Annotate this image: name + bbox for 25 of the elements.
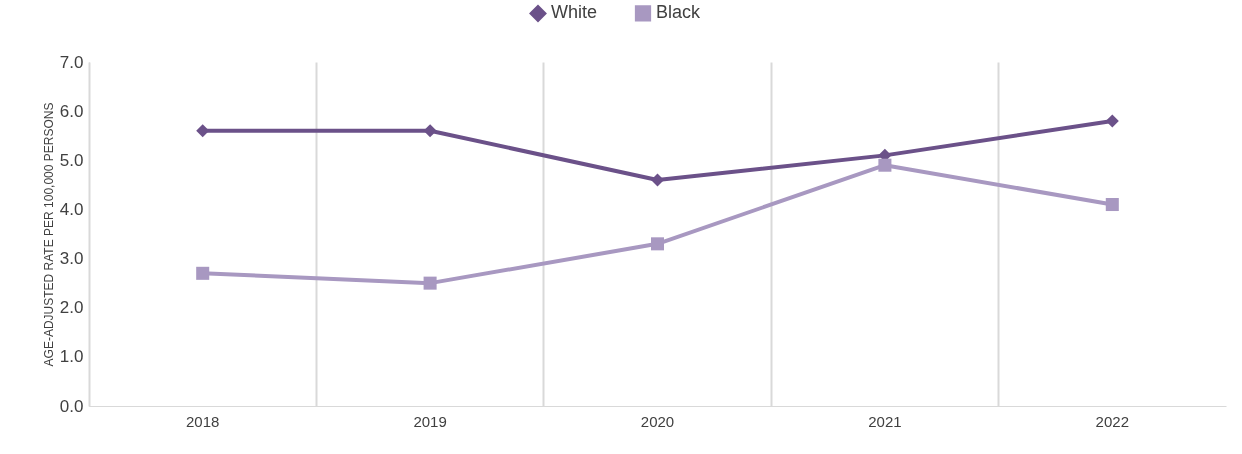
point <box>196 266 210 280</box>
x-tick-label: 2022 <box>1095 412 1129 430</box>
y-tick-label: 6.0 <box>59 101 84 121</box>
y-tick-label: 0.0 <box>59 396 84 416</box>
y-axis-title: AGE-ADJUSTED RATE PER 100,000 PERSONS <box>41 102 56 367</box>
x-tick-label: 2019 <box>413 412 447 430</box>
x-tick-label: 2021 <box>868 412 902 430</box>
y-tick-label: 3.0 <box>59 249 84 269</box>
x-tick-label: 2020 <box>640 412 675 430</box>
y-tick-label: 5.0 <box>59 150 84 170</box>
point <box>650 237 665 251</box>
point <box>423 276 437 290</box>
point <box>423 124 437 138</box>
point <box>650 173 665 187</box>
y-tick-label: 1.0 <box>59 347 84 367</box>
legend-label: White <box>551 2 598 23</box>
y-tick-label: 2.0 <box>59 298 84 318</box>
y-tick-label: 4.0 <box>59 199 84 219</box>
point <box>196 124 210 138</box>
x-tick-label: 2018 <box>186 412 220 430</box>
point <box>1105 114 1119 128</box>
point <box>1105 198 1119 212</box>
legend-label: Black <box>656 2 702 23</box>
point <box>878 158 892 172</box>
y-tick-label: 7.0 <box>59 52 84 72</box>
